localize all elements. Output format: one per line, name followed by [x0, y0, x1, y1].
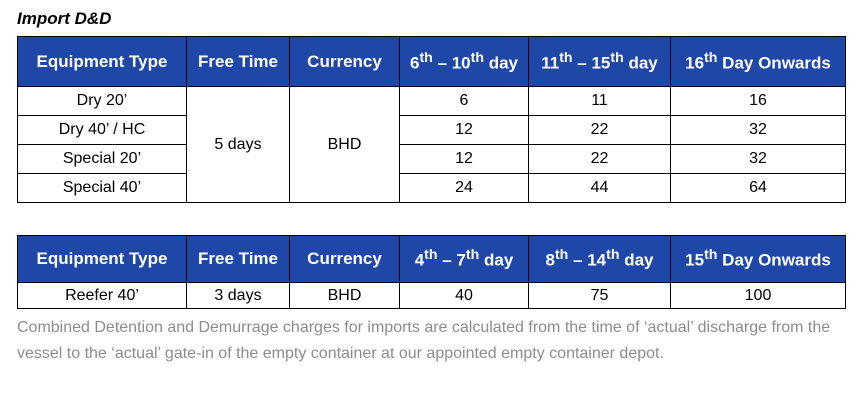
header-period-1: 6th – 10th day — [399, 36, 529, 87]
rate-cell: 44 — [528, 173, 671, 203]
rate-cell: 75 — [528, 282, 671, 309]
header-period-3: 15th Day Onwards — [670, 235, 846, 283]
table-row: Reefer 40’ 3 days BHD 40 75 100 — [17, 282, 846, 309]
header-currency: Currency — [289, 235, 400, 283]
currency-cell: BHD — [289, 282, 400, 309]
rate-cell: 12 — [399, 115, 529, 145]
table-row: Special 40’ 24 44 64 — [17, 173, 846, 203]
section-heading: Import D&D — [17, 9, 112, 28]
rate-cell: 64 — [670, 173, 846, 203]
header-row: Equipment Type Free Time Currency 4th – … — [17, 235, 846, 283]
header-free-time: Free Time — [186, 235, 290, 283]
rate-cell: 32 — [670, 144, 846, 174]
header-row: Equipment Type Free Time Currency 6th – … — [17, 36, 846, 87]
equipment-cell: Dry 20’ — [17, 86, 187, 116]
header-period-1: 4th – 7th day — [399, 235, 529, 283]
rate-cell: 11 — [528, 86, 671, 116]
table-row: Special 20’ 12 22 32 — [17, 144, 846, 174]
header-period-2: 11th – 15th day — [528, 36, 671, 87]
currency-cell: BHD — [289, 86, 400, 203]
rate-cell: 22 — [528, 115, 671, 145]
equipment-cell: Dry 40’ / HC — [17, 115, 187, 145]
rate-cell: 32 — [670, 115, 846, 145]
import-dd-table-reefer: Equipment Type Free Time Currency 4th – … — [17, 235, 846, 309]
rate-cell: 24 — [399, 173, 529, 203]
table-row: Dry 40’ / HC 12 22 32 — [17, 115, 846, 145]
rate-cell: 100 — [670, 282, 846, 309]
header-equipment-type: Equipment Type — [17, 36, 187, 87]
header-period-3: 16th Day Onwards — [670, 36, 846, 87]
rate-cell: 16 — [670, 86, 846, 116]
free-time-cell: 5 days — [186, 86, 290, 203]
header-period-2: 8th – 14th day — [528, 235, 671, 283]
table-row: Dry 20’ 5 days BHD 6 11 16 — [17, 86, 846, 203]
header-equipment-type: Equipment Type — [17, 235, 187, 283]
free-time-cell: 3 days — [186, 282, 290, 309]
equipment-cell: Special 40’ — [17, 173, 187, 203]
rate-cell: 12 — [399, 144, 529, 174]
header-currency: Currency — [289, 36, 400, 87]
rate-cell: 22 — [528, 144, 671, 174]
header-free-time: Free Time — [186, 36, 290, 87]
rate-cell: 40 — [399, 282, 529, 309]
footnote-text: Combined Detention and Demurrage charges… — [17, 319, 831, 362]
equipment-cell: Reefer 40’ — [17, 282, 187, 309]
import-dd-table-standard: Equipment Type Free Time Currency 6th – … — [17, 36, 846, 203]
rate-cell: 6 — [399, 86, 529, 116]
equipment-cell: Special 20’ — [17, 144, 187, 174]
